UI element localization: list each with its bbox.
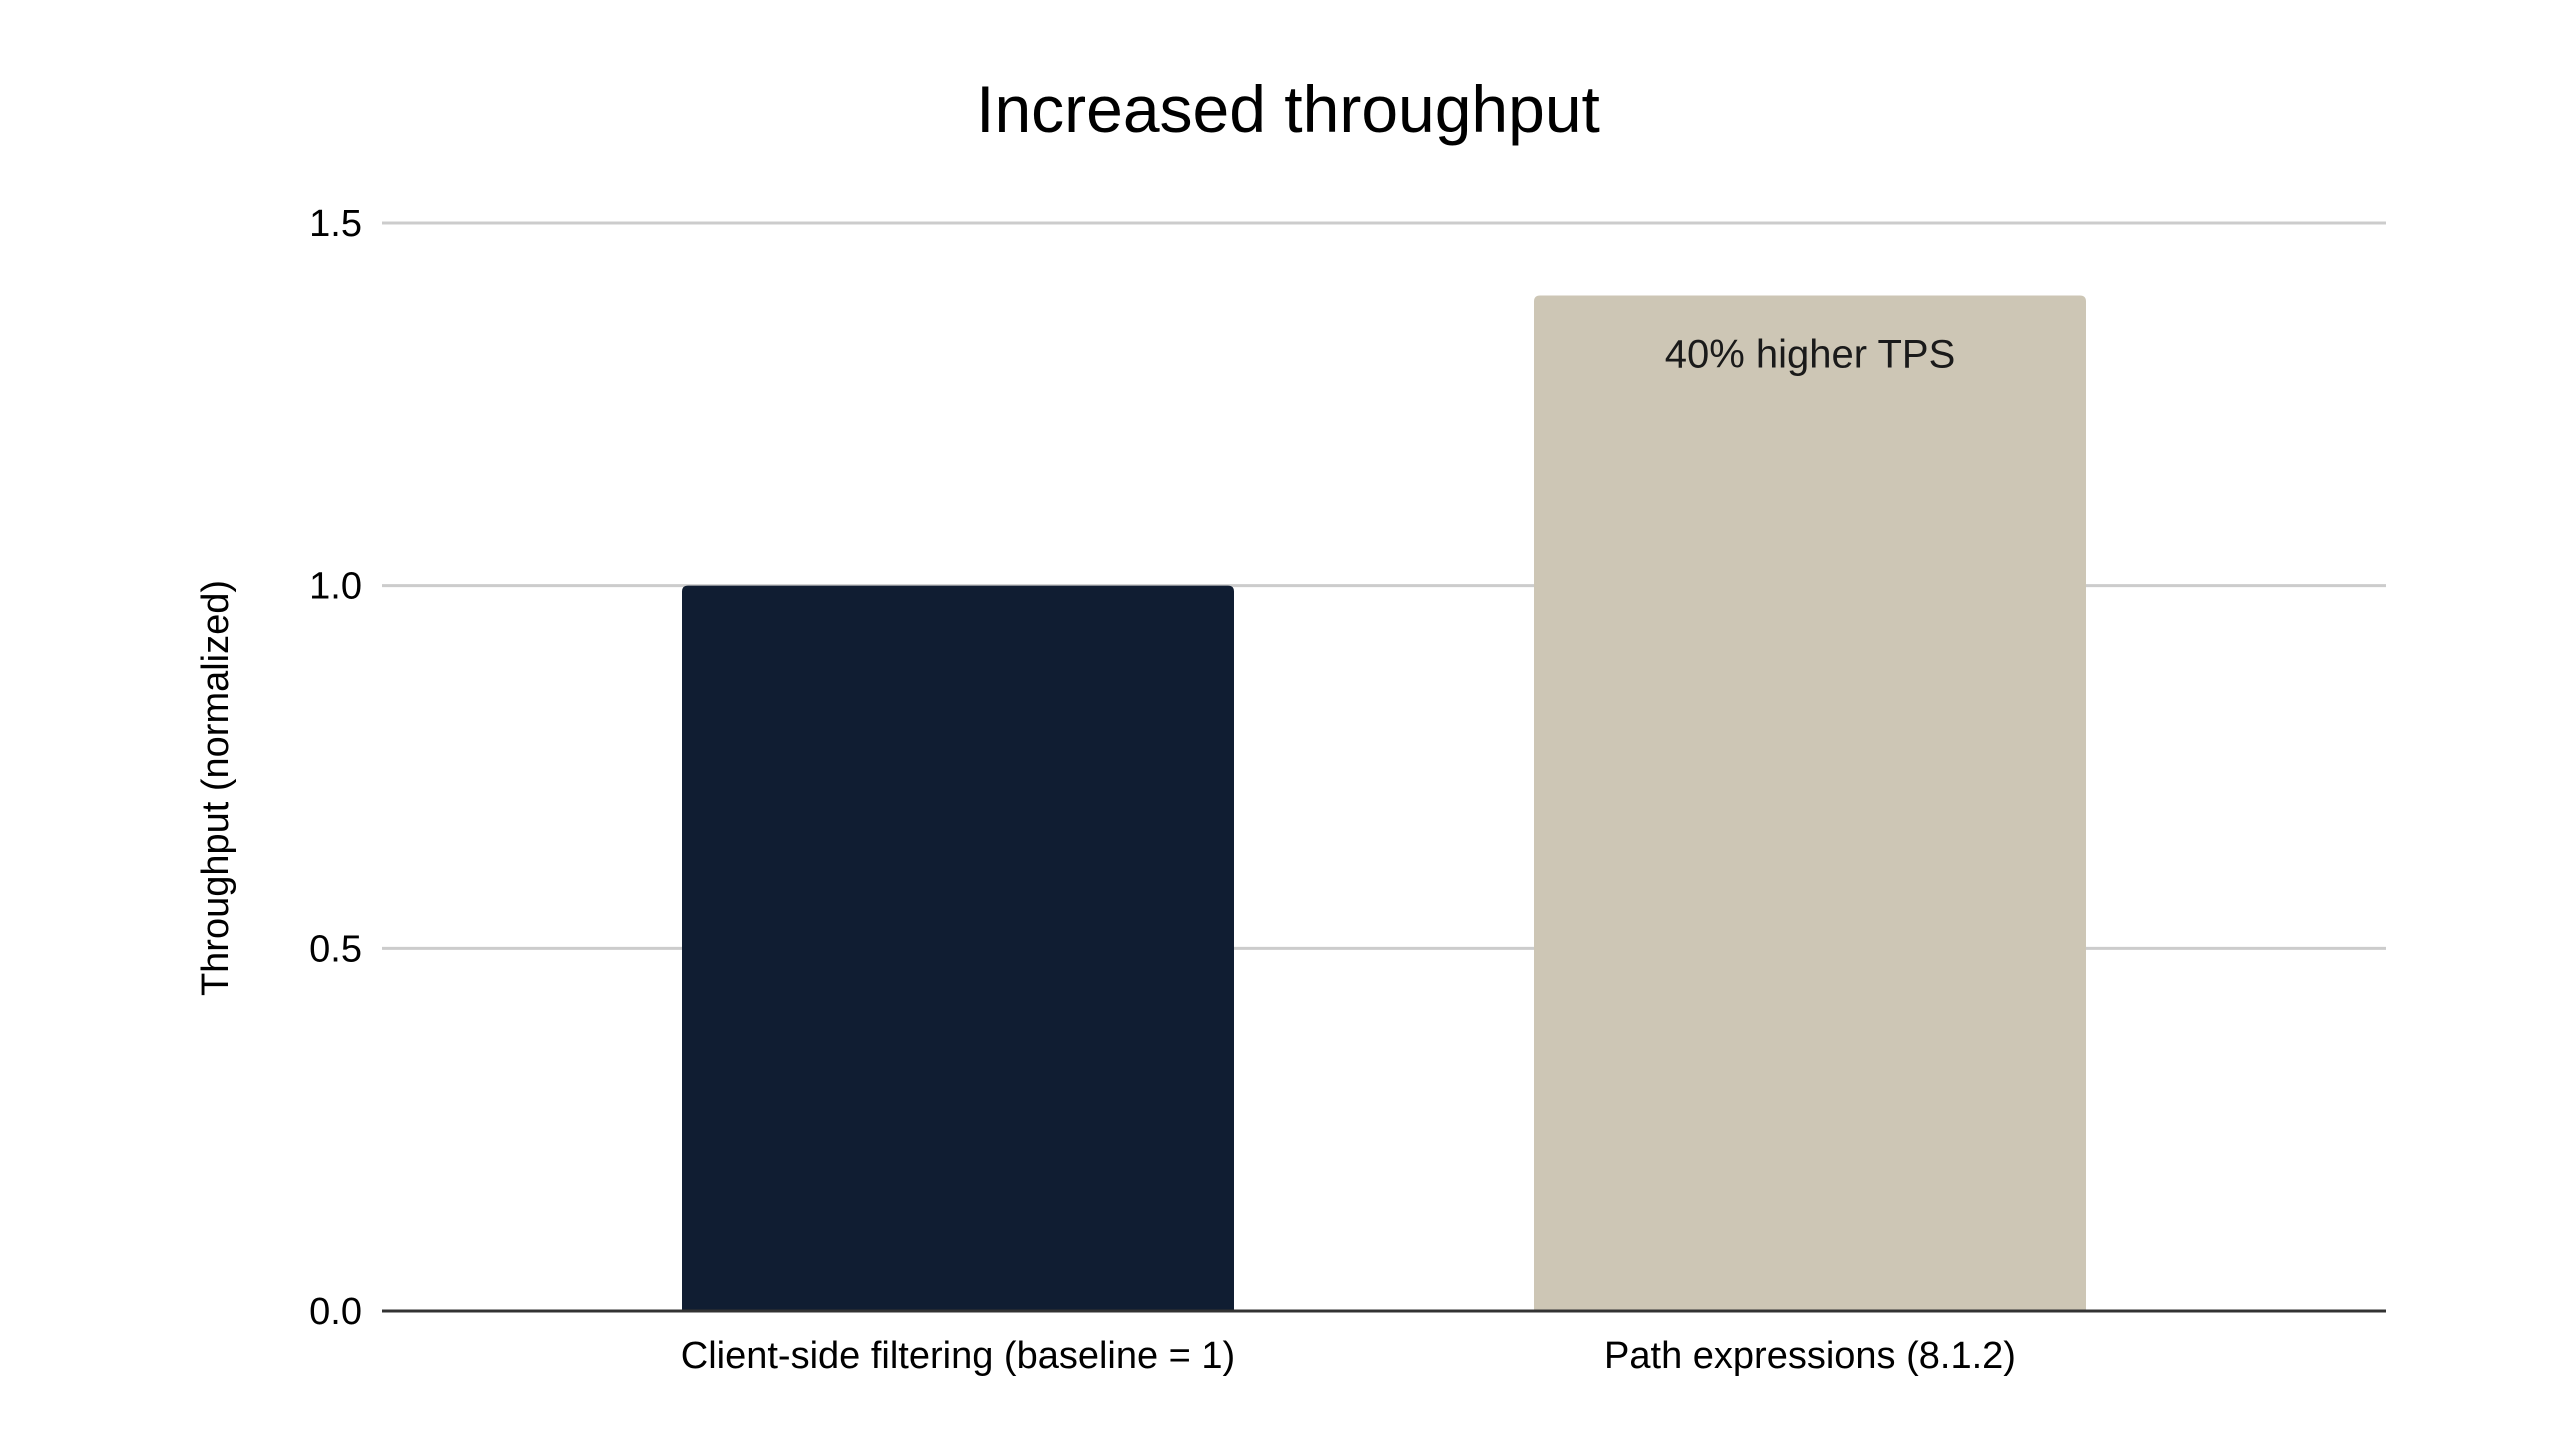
bars bbox=[682, 295, 2086, 1311]
bar-2 bbox=[1534, 295, 2086, 1311]
chart-title: Increased throughput bbox=[976, 72, 1600, 146]
bar-annotation: 40% higher TPS bbox=[1665, 333, 1956, 377]
y-tick-label: 1.5 bbox=[309, 203, 362, 245]
x-axis-ticks: Client-side filtering (baseline = 1) Path… bbox=[681, 1335, 2016, 1377]
x-tick-label: Client-side filtering (baseline = 1) bbox=[681, 1335, 1235, 1377]
bar-1 bbox=[682, 585, 1234, 1311]
annotations: 40% higher TPS bbox=[1665, 333, 1956, 377]
y-tick-label: 0.0 bbox=[309, 1291, 362, 1333]
y-tick-label: 0.5 bbox=[309, 928, 362, 970]
x-tick-label: Path expressions (8.1.2) bbox=[1604, 1335, 2016, 1377]
y-tick-label: 1.0 bbox=[309, 566, 362, 608]
y-axis-label: Throughput (normalized) bbox=[195, 580, 237, 996]
y-axis-ticks: 0.0 0.5 1.0 1.5 bbox=[309, 203, 362, 1333]
